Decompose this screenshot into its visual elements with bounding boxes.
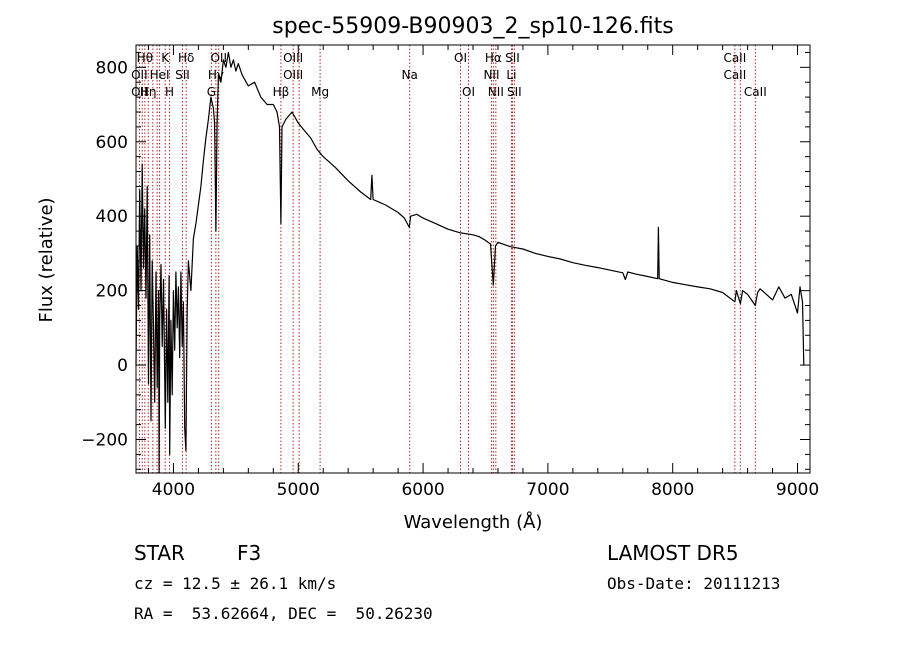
line-label-1-8: CaII	[723, 68, 746, 82]
chart-title: spec-55909-B90903_2_sp10-126.fits	[272, 14, 674, 39]
line-label-2-4: Hβ	[273, 85, 290, 99]
line-label-0-5: OI	[454, 51, 467, 65]
line-label-1-7: Li	[506, 68, 516, 82]
x-tick-label: 4000	[152, 480, 195, 500]
y-tick-label: −200	[81, 431, 128, 451]
x-tick-label: 5000	[277, 480, 320, 500]
spectrum-line	[135, 51, 805, 474]
y-tick-label: 0	[117, 356, 128, 376]
line-label-1-4: OIII	[283, 68, 303, 82]
line-label-2-7: NII	[488, 85, 504, 99]
y-tick-label: 400	[96, 207, 128, 227]
line-label-1-2: SII	[175, 68, 190, 82]
object-class: STAR	[134, 541, 185, 565]
y-axis: −200 0 200 400 600 800	[81, 51, 810, 470]
line-label-0-2: Hδ	[178, 51, 194, 65]
plot-frame	[135, 44, 811, 474]
line-label-0-7: SII	[505, 51, 520, 65]
line-label-1-5: Na	[402, 68, 418, 82]
x-tick-label: 9000	[776, 480, 819, 500]
y-tick-label: 800	[96, 58, 128, 78]
line-label-0-0: Hθ	[137, 51, 153, 65]
spectral-line-markers	[138, 45, 756, 473]
line-label-0-6: Hα	[485, 51, 502, 65]
y-tick-label: 200	[96, 282, 128, 302]
cz-value: cz = 12.5 ± 26.1 km/s	[134, 574, 337, 593]
y-tick-label: 600	[96, 133, 128, 153]
line-label-2-0: OII	[131, 85, 148, 99]
line-label-1-0: OII	[131, 68, 148, 82]
x-axis: 4000 5000 6000 7000 8000 9000	[147, 45, 819, 500]
line-label-0-8: CaII	[723, 51, 746, 65]
obs-date: Obs-Date: 20111213	[607, 574, 781, 593]
line-label-1-6: NII	[483, 68, 499, 82]
x-tick-label: 6000	[401, 480, 444, 500]
x-axis-label: Wavelength (Å)	[404, 511, 543, 533]
line-label-2-9: CaII	[744, 85, 767, 99]
x-tick-label: 8000	[651, 480, 694, 500]
line-label-2-6: OI	[462, 85, 475, 99]
survey-name: LAMOST DR5	[607, 541, 739, 565]
coordinates: RA = 53.62664, DEC = 50.26230	[134, 604, 433, 623]
y-axis-label: Flux (relative)	[36, 197, 57, 322]
x-tick-label: 7000	[526, 480, 569, 500]
line-label-2-1: Hη	[140, 85, 157, 99]
line-label-2-3: G	[207, 85, 216, 99]
line-label-0-1: K	[161, 51, 170, 65]
line-label-2-2: H	[165, 85, 174, 99]
subclass: F3	[237, 541, 262, 565]
line-label-2-8: SII	[507, 85, 522, 99]
line-label-2-5: Mg	[311, 85, 329, 99]
line-label-1-1: HeI	[150, 68, 170, 82]
line-label-0-4: OIII	[283, 51, 303, 65]
